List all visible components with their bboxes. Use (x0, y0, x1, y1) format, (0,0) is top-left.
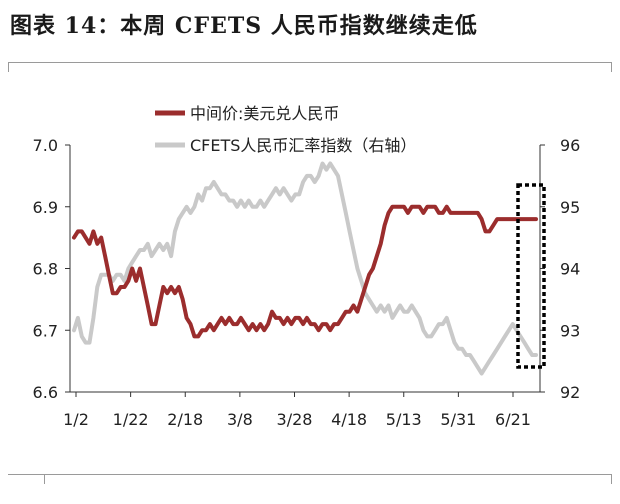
right-corner-mark (611, 62, 612, 72)
bottom-left-mark (44, 474, 45, 484)
right-tick-label: 95 (560, 198, 580, 217)
top-rule (8, 62, 612, 63)
left-tick-label: 6.6 (33, 383, 58, 402)
x-tick-label: 5/31 (440, 410, 476, 429)
x-tick-label: 4/18 (331, 410, 367, 429)
x-tick-label: 2/18 (167, 410, 203, 429)
legend-label-cfets: CFETS人民币汇率指数（右轴） (190, 136, 416, 155)
bottom-right-mark (611, 474, 612, 484)
highlight-box (516, 183, 546, 369)
legend-label-usdcny: 中间价:美元兑人民币 (190, 104, 339, 123)
bottom-rule (8, 474, 612, 475)
left-tick-label: 6.9 (33, 198, 58, 217)
axes-group: 6.6 6.7 6.8 6.9 7.0 92 93 94 95 96 1/2 1/22 2/18 3/8 3… (33, 136, 581, 429)
x-tick-label: 1/22 (113, 410, 149, 429)
x-tick-label: 1/2 (63, 410, 89, 429)
left-tick-label: 6.7 (33, 321, 58, 340)
right-tick-label: 92 (560, 383, 580, 402)
x-tick-label: 3/28 (277, 410, 313, 429)
left-tick-label: 7.0 (33, 136, 58, 155)
left-corner-mark (8, 62, 9, 72)
right-tick-label: 96 (560, 136, 580, 155)
chart-title: 图表 14：本周 CFETS 人民币指数继续走低 (10, 13, 478, 39)
x-tick-label: 3/8 (227, 410, 253, 429)
legend: 中间价:美元兑人民币 CFETS人民币汇率指数（右轴） (155, 104, 416, 155)
left-tick-label: 6.8 (33, 260, 58, 279)
x-tick-label: 5/13 (386, 410, 422, 429)
right-tick-label: 93 (560, 321, 580, 340)
right-tick-label: 94 (560, 260, 580, 279)
series-line-cfets (72, 161, 538, 376)
series-line-usdcny (72, 204, 538, 339)
x-tick-label: 6/21 (495, 410, 531, 429)
series-group (72, 161, 538, 376)
